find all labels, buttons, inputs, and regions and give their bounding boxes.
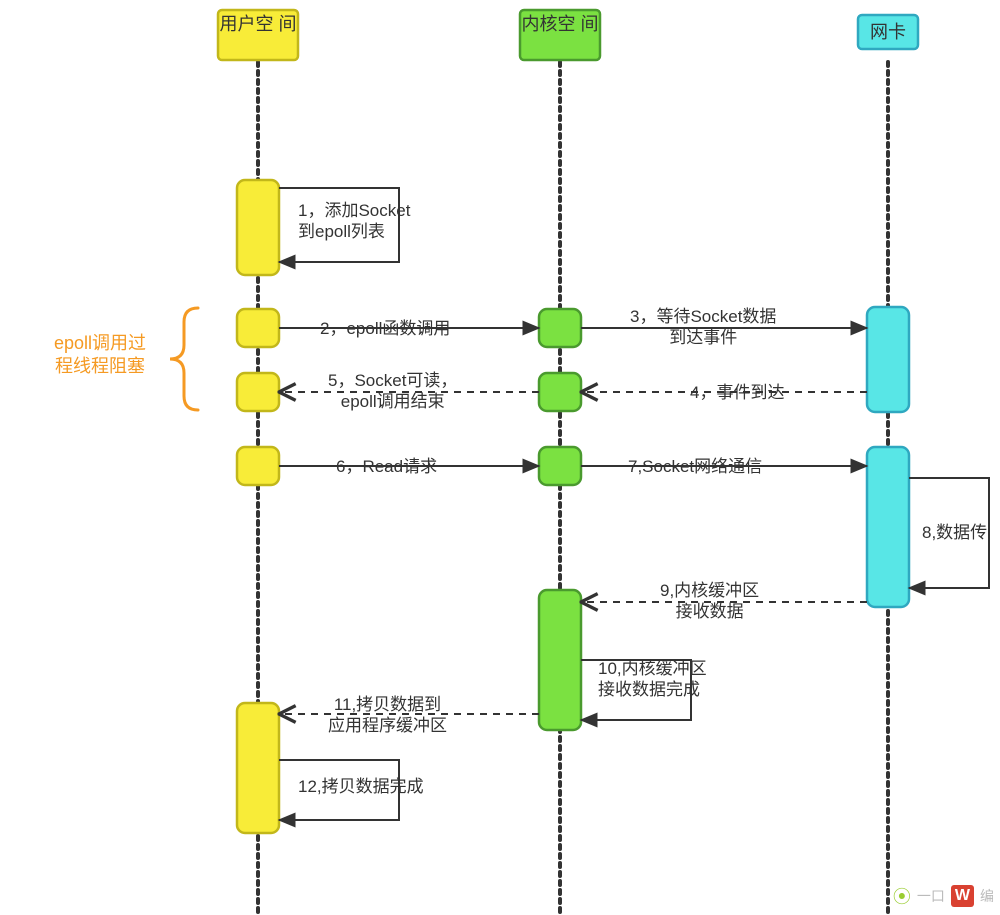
lane-header-kernel: 内核空 间 <box>520 14 600 36</box>
msg-8-label: 8,数据传 <box>922 522 987 543</box>
activation-k3 <box>539 373 581 411</box>
activation-u1 <box>237 180 279 275</box>
activation-u4 <box>237 447 279 485</box>
activation-n1 <box>867 307 909 412</box>
msg-4-label: 4，事件到达 <box>690 382 784 403</box>
activation-n2 <box>867 447 909 607</box>
msg-9-label: 9,内核缓冲区 接收数据 <box>660 580 759 623</box>
msg-12-label: 12,拷贝数据完成 <box>298 776 424 797</box>
wechat-icon: ⦿ <box>893 883 911 909</box>
msg-10-label: 10,内核缓冲区 接收数据完成 <box>598 658 707 701</box>
watermark-badge: W <box>951 885 974 907</box>
watermark-text1: 一口 <box>917 886 945 906</box>
msg-3-label: 3，等待Socket数据 到达事件 <box>630 306 776 349</box>
msg-11-label: 11,拷贝数据到 应用程序缓冲区 <box>328 694 447 737</box>
activation-u3 <box>237 373 279 411</box>
msg-6-label: 6，Read请求 <box>336 456 437 477</box>
activation-k2 <box>539 309 581 347</box>
lane-header-nic: 网卡 <box>858 22 918 44</box>
lane-header-user: 用户空 间 <box>218 14 298 36</box>
epoll-block-label: epoll调用过 程线程阻塞 <box>54 332 146 379</box>
watermark: ⦿ 一口 W 编 <box>893 883 994 909</box>
epoll-block-brace <box>170 308 198 410</box>
msg-1-label: 1，添加Socket 到epoll列表 <box>298 200 410 243</box>
msg-5-label: 5，Socket可读， epoll调用结束 <box>328 370 457 413</box>
activation-k5 <box>539 590 581 730</box>
activation-u2 <box>237 309 279 347</box>
watermark-text2: 编 <box>980 886 994 906</box>
sequence-diagram <box>0 0 1000 915</box>
msg-2-label: 2，epoll函数调用 <box>320 318 450 339</box>
activation-u5 <box>237 703 279 833</box>
msg-7-label: 7,Socket网络通信 <box>628 456 762 477</box>
activation-k4 <box>539 447 581 485</box>
